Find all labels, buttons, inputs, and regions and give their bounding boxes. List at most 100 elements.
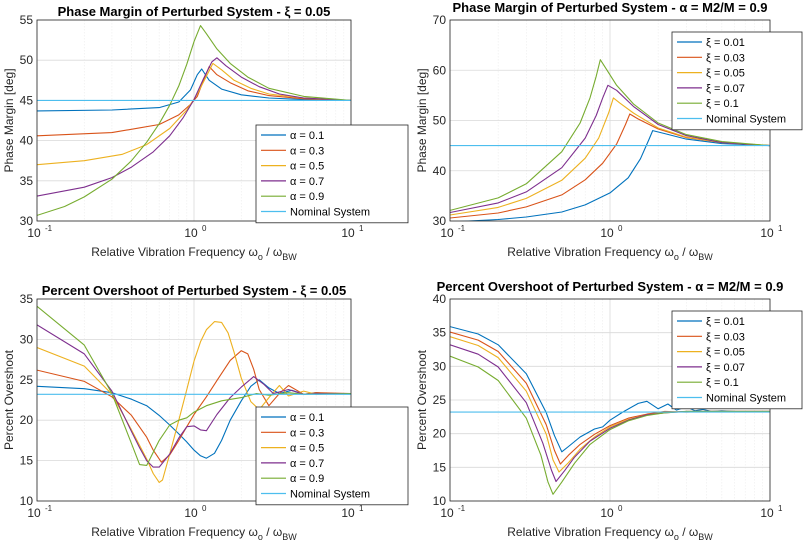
chart-1-series-line: [37, 68, 351, 112]
chart-2-x-tick-label: 10: [600, 226, 614, 240]
chart-2-series-line: [450, 97, 770, 216]
chart-3-legend-label: Nominal System: [290, 489, 370, 501]
chart-3-y-axis-label: Percent Overshoot: [2, 349, 16, 450]
chart-3-y-tick-label: 30: [20, 332, 34, 346]
chart-3-x-tick-label: 10: [27, 506, 41, 520]
chart-2-y-tick-label: 70: [433, 13, 447, 27]
chart-1-axes-frame: [36, 19, 352, 222]
chart-3-y-tick-label: 10: [20, 494, 34, 508]
chart-4-x-tick-label: 10: [760, 506, 774, 520]
chart-4-x-tick-exponent: -1: [458, 504, 466, 513]
chart-3-title: Percent Overshoot of Perturbed System - …: [42, 283, 347, 298]
chart-2-legend-label: Nominal System: [706, 114, 786, 126]
chart-1-series-line: [37, 57, 351, 197]
chart-3-series-line: [37, 305, 351, 466]
chart-4-y-tick-label: 30: [433, 359, 447, 373]
chart-4-x-axis-label: Relative Vibration Frequency ωo / ωBW: [507, 525, 713, 542]
chart-1-series-line: [37, 62, 351, 166]
chart-1-legend-label: α = 0.7: [290, 176, 324, 188]
chart-1-x-axis-label: Relative Vibration Frequency ωo / ωBW: [91, 245, 297, 262]
chart-4-y-tick-label: 40: [433, 292, 447, 306]
chart-1-y-tick-label: 35: [20, 174, 34, 188]
chart-2: 10 -1 10 0 10 1 30 40 50 60 70 Phase Margin of Pert…: [415, 0, 803, 262]
chart-1: 10 -1 10 0 10 1 30 35 40 45 50 55 Phase Margin of Pe…: [2, 4, 409, 262]
chart-3-legend-label: α = 0.9: [290, 473, 324, 485]
chart-1-y-tick-label: 50: [20, 53, 34, 67]
chart-4-series-line: [450, 326, 735, 453]
chart-1-y-tick-label: 45: [20, 93, 34, 107]
chart-4-title: Percent Overshoot of Perturbed System - …: [437, 279, 784, 294]
chart-2-legend-label: ξ = 0.01: [706, 37, 745, 49]
chart-1-x-tick-label: 10: [27, 226, 41, 240]
chart-2-legend-box: [671, 31, 803, 131]
chart-1-y-tick-label: 55: [20, 13, 34, 27]
chart-1-legend-label: Nominal System: [290, 207, 370, 219]
chart-1-x-tick-exponent: 0: [202, 224, 207, 233]
chart-3-series-line: [37, 321, 351, 483]
chart-3-x-tick-exponent: 1: [359, 504, 364, 513]
chart-3-axes-frame: [36, 298, 352, 502]
chart-2-x-tick-label: 10: [440, 226, 454, 240]
chart-2-series-line: [450, 113, 770, 219]
chart-4-legend-label: Nominal System: [706, 393, 786, 405]
chart-1-legend-label: α = 0.5: [290, 161, 324, 173]
chart-2-x-tick-exponent: 1: [778, 224, 783, 233]
chart-4-y-tick-label: 10: [433, 494, 447, 508]
chart-3-x-axis-label: Relative Vibration Frequency ωo / ωBW: [91, 525, 297, 542]
chart-2-y-tick-label: 40: [433, 164, 447, 178]
chart-4-legend-label: ξ = 0.1: [706, 377, 739, 389]
chart-3-x-tick-label: 10: [341, 506, 355, 520]
chart-3-series-line: [37, 350, 351, 463]
chart-2-legend-label: ξ = 0.03: [706, 52, 745, 64]
chart-4-legend-label: ξ = 0.05: [706, 347, 745, 359]
chart-3-x-tick-label: 10: [184, 506, 198, 520]
chart-3-legend-label: α = 0.1: [290, 412, 324, 424]
chart-3-legend-label: α = 0.3: [290, 427, 324, 439]
chart-3-y-tick-label: 35: [20, 292, 34, 306]
chart-2-legend-label: ξ = 0.05: [706, 68, 745, 80]
chart-1-legend-label: α = 0.1: [290, 130, 324, 142]
chart-1-y-tick-label: 40: [20, 134, 34, 148]
chart-4-y-tick-label: 25: [433, 393, 447, 407]
chart-3-legend-label: α = 0.7: [290, 458, 324, 470]
chart-4-legend: ξ = 0.01 ξ = 0.03 ξ = 0.05 ξ = 0.07 ξ = 0.1 N…: [671, 310, 803, 410]
chart-2-x-tick-exponent: 0: [618, 224, 623, 233]
chart-3-x-tick-exponent: 0: [202, 504, 207, 513]
chart-4-x-tick-label: 10: [440, 506, 454, 520]
chart-2-y-tick-label: 60: [433, 63, 447, 77]
chart-1-y-tick-label: 30: [20, 214, 34, 228]
chart-2-x-axis-label: Relative Vibration Frequency ωo / ωBW: [507, 245, 713, 262]
chart-4-legend-box: [671, 310, 803, 410]
chart-3: 10 -1 10 0 10 1 10 15 20 25 30 35 Percent Overshoot …: [2, 283, 409, 542]
chart-4-y-tick-label: 20: [433, 427, 447, 441]
chart-4-y-tick-label: 35: [433, 326, 447, 340]
chart-2-legend: ξ = 0.01 ξ = 0.03 ξ = 0.05 ξ = 0.07 ξ = 0.1 N…: [671, 31, 803, 131]
chart-1-y-axis-label: Phase Margin [deg]: [2, 68, 16, 172]
chart-1-legend-box: [255, 124, 409, 224]
chart-2-legend-label: ξ = 0.07: [706, 83, 745, 95]
chart-3-legend-box: [255, 406, 409, 506]
chart-2-title: Phase Margin of Perturbed System - α = M…: [452, 0, 767, 15]
chart-3-y-tick-label: 25: [20, 373, 34, 387]
chart-3-y-tick-label: 20: [20, 413, 34, 427]
chart-2-series-line: [450, 59, 770, 211]
chart-2-y-tick-label: 30: [433, 214, 447, 228]
chart-3-legend: α = 0.1 α = 0.3 α = 0.5 α = 0.7 α = 0.9 Nomin…: [255, 406, 409, 506]
chart-4-y-tick-label: 15: [433, 460, 447, 474]
chart-1-legend-label: α = 0.3: [290, 145, 324, 157]
chart-4-legend-label: ξ = 0.01: [706, 316, 745, 328]
chart-2-series-line: [458, 130, 770, 221]
chart-1-x-tick-label: 10: [184, 226, 198, 240]
chart-4-legend-label: ξ = 0.03: [706, 331, 745, 343]
chart-3-x-tick-exponent: -1: [45, 504, 53, 513]
chart-3-legend-label: α = 0.5: [290, 443, 324, 455]
chart-4-legend-label: ξ = 0.07: [706, 362, 745, 374]
chart-4-x-tick-exponent: 1: [778, 504, 783, 513]
chart-2-y-tick-label: 50: [433, 114, 447, 128]
chart-3-y-tick-label: 15: [20, 454, 34, 468]
chart-2-series-line: [450, 84, 770, 214]
chart-1-x-tick-exponent: 1: [359, 224, 364, 233]
chart-4-y-axis-label: Percent Overshoot: [415, 349, 429, 450]
